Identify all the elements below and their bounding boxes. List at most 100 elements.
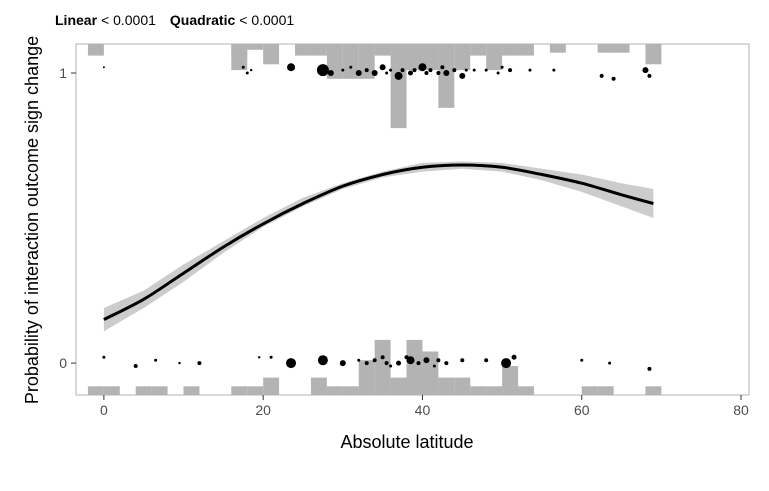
point-top-5 bbox=[316, 64, 329, 77]
point-bottom-1 bbox=[133, 363, 138, 368]
hist-top-bar-16 bbox=[470, 44, 487, 56]
point-top-38 bbox=[647, 73, 652, 78]
hist-top-bar-3 bbox=[247, 44, 264, 50]
title-value-quadratic: < 0.0001 bbox=[239, 12, 294, 28]
hist-top-bar-9 bbox=[358, 44, 375, 79]
point-top-3 bbox=[250, 68, 253, 72]
point-bottom-2 bbox=[154, 358, 158, 362]
point-bottom-19 bbox=[416, 361, 421, 366]
x-tick-label-1: 20 bbox=[255, 402, 271, 418]
hist-bottom-bar-2 bbox=[135, 386, 152, 395]
confidence-band bbox=[103, 161, 654, 332]
hist-bottom-bar-22 bbox=[581, 386, 598, 395]
fitted-curve bbox=[103, 163, 654, 321]
hist-top-bar-6 bbox=[310, 44, 327, 56]
point-bottom-9 bbox=[339, 360, 346, 367]
hist-bottom-bar-24 bbox=[645, 386, 662, 395]
hist-bottom-bar-17 bbox=[454, 377, 471, 395]
point-bottom-28 bbox=[580, 358, 584, 362]
point-top-6 bbox=[327, 70, 334, 77]
hist-bottom-bar-0 bbox=[87, 386, 104, 395]
point-top-27 bbox=[464, 68, 468, 72]
point-top-33 bbox=[528, 68, 532, 72]
point-top-24 bbox=[443, 70, 450, 77]
hist-bottom-bar-23 bbox=[597, 386, 614, 395]
point-top-14 bbox=[389, 68, 393, 72]
hist-bottom-bar-5 bbox=[231, 386, 248, 395]
hist-bottom-bar-13 bbox=[390, 377, 407, 395]
hist-top-bar-12 bbox=[406, 44, 423, 71]
hist-top-bar-21 bbox=[597, 44, 614, 53]
point-bottom-10 bbox=[357, 358, 361, 362]
hist-bottom-bar-4 bbox=[183, 386, 200, 395]
hist-top-bar-19 bbox=[518, 44, 534, 56]
point-top-8 bbox=[349, 65, 353, 69]
point-bottom-26 bbox=[501, 358, 512, 369]
y-axis-label: Probability of interaction outcome sign … bbox=[22, 36, 42, 404]
point-bottom-29 bbox=[608, 361, 612, 365]
plot-area bbox=[87, 44, 662, 395]
point-top-19 bbox=[418, 63, 427, 72]
point-top-9 bbox=[355, 70, 362, 77]
point-bottom-4 bbox=[197, 361, 202, 366]
hist-top-bar-11 bbox=[390, 44, 407, 129]
point-top-30 bbox=[496, 71, 500, 75]
hist-bottom-bar-19 bbox=[486, 386, 503, 395]
point-top-32 bbox=[508, 68, 513, 73]
point-bottom-27 bbox=[511, 354, 517, 360]
hist-bottom-bar-11 bbox=[358, 360, 375, 395]
point-bottom-18 bbox=[406, 356, 415, 365]
hist-bottom-bar-14 bbox=[406, 339, 423, 395]
point-bottom-3 bbox=[178, 361, 181, 365]
point-top-11 bbox=[371, 70, 378, 77]
point-bottom-7 bbox=[286, 358, 297, 369]
point-bottom-11 bbox=[364, 361, 369, 366]
hist-bottom-bar-8 bbox=[310, 377, 327, 395]
title-label-quadratic: Quadratic bbox=[170, 12, 236, 28]
hist-top-bar-23 bbox=[645, 44, 662, 65]
point-bottom-25 bbox=[484, 358, 489, 363]
point-bottom-13 bbox=[380, 355, 385, 360]
point-bottom-23 bbox=[444, 361, 449, 366]
x-tick-label-0: 0 bbox=[100, 402, 108, 418]
title-label-linear: Linear bbox=[55, 12, 98, 28]
point-top-12 bbox=[379, 64, 386, 71]
hist-bottom-bar-18 bbox=[470, 386, 487, 395]
y-tick-label-0: 0 bbox=[59, 355, 67, 371]
y-tick-label-1: 1 bbox=[59, 65, 67, 81]
point-bottom-16 bbox=[396, 360, 402, 366]
hist-bottom-bar-12 bbox=[374, 339, 391, 395]
hist-bottom-bar-7 bbox=[263, 377, 280, 395]
point-bottom-24 bbox=[460, 358, 465, 363]
point-bottom-21 bbox=[432, 364, 436, 368]
point-top-37 bbox=[642, 67, 649, 74]
hist-top-bar-15 bbox=[454, 44, 471, 71]
hist-bottom-bar-16 bbox=[438, 377, 455, 395]
chart-title: Linear < 0.0001 Quadratic < 0.0001 bbox=[55, 12, 294, 28]
point-top-31 bbox=[500, 65, 504, 69]
hist-top-bar-20 bbox=[549, 44, 566, 53]
point-top-13 bbox=[385, 71, 389, 75]
hist-top-bar-18 bbox=[502, 44, 519, 56]
x-tick-label-4: 80 bbox=[733, 402, 749, 418]
point-top-34 bbox=[552, 68, 556, 72]
point-top-23 bbox=[440, 65, 445, 70]
title-value-linear: < 0.0001 bbox=[101, 12, 156, 28]
point-top-28 bbox=[472, 68, 476, 72]
hist-top-bar-0 bbox=[87, 44, 104, 56]
point-top-26 bbox=[459, 72, 466, 79]
x-tick-label-2: 40 bbox=[415, 402, 431, 418]
hist-top-bar-4 bbox=[263, 44, 280, 65]
point-bottom-8 bbox=[317, 355, 328, 366]
hist-bottom-bar-10 bbox=[342, 386, 359, 395]
point-bottom-22 bbox=[436, 358, 441, 363]
point-top-20 bbox=[424, 71, 429, 76]
hist-bottom-bar-6 bbox=[247, 386, 264, 395]
hist-bottom-bar-21 bbox=[518, 386, 534, 395]
point-top-1 bbox=[245, 71, 249, 75]
point-bottom-6 bbox=[269, 355, 273, 359]
point-bottom-15 bbox=[389, 364, 393, 368]
point-top-18 bbox=[412, 68, 417, 73]
point-bottom-0 bbox=[102, 355, 106, 359]
point-bottom-14 bbox=[384, 361, 389, 366]
